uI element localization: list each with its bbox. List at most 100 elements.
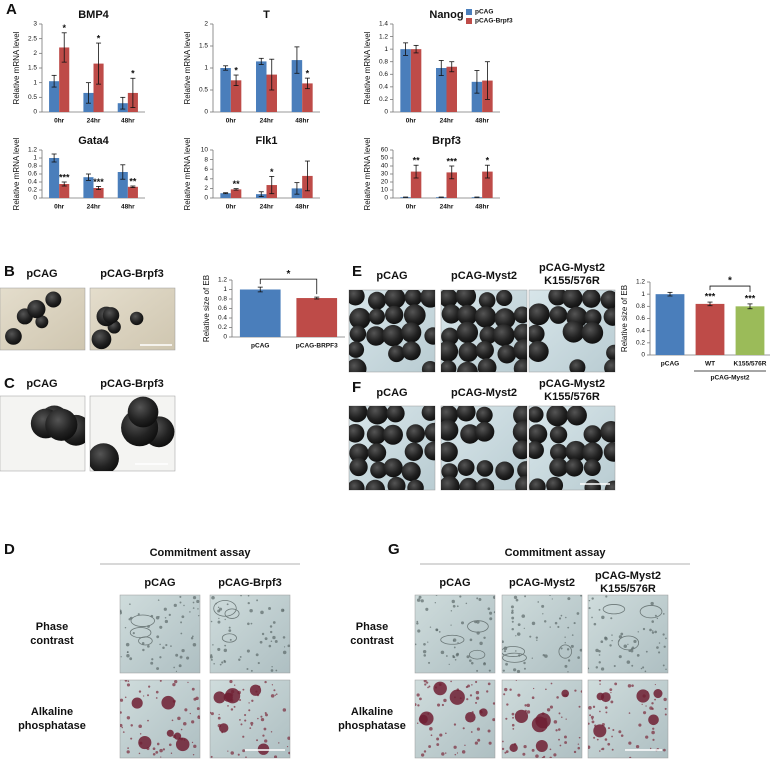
embryoid-body: [349, 406, 368, 423]
cell-speck: [275, 693, 278, 695]
cell-speck: [645, 735, 649, 739]
embryoid-body: [441, 419, 459, 441]
cell-speck: [595, 648, 599, 653]
cell-speck: [511, 627, 514, 631]
colony: [218, 723, 229, 733]
cell-speck: [460, 621, 465, 625]
cell-speck: [418, 595, 422, 599]
colony: [161, 695, 176, 710]
cell-speck: [489, 611, 493, 615]
cell-speck: [654, 683, 656, 686]
y-axis-label: Relative mRNA level: [12, 31, 21, 104]
embryoid-body: [384, 305, 404, 325]
micrograph: [119, 594, 201, 674]
cell-speck: [237, 753, 240, 756]
bar: [59, 184, 70, 198]
embryoid-body: [581, 290, 601, 308]
error-bar: [667, 291, 673, 297]
cell-speck: [502, 669, 505, 672]
colony: [596, 692, 605, 701]
bar: [127, 186, 138, 198]
cell-speck: [665, 668, 667, 671]
chart-title: Brpf3: [432, 135, 461, 147]
cell-speck: [122, 731, 125, 733]
cell-speck: [186, 656, 190, 660]
colony: [653, 689, 663, 699]
colony: [467, 620, 489, 633]
cell-speck: [428, 745, 432, 748]
image-label: pCAG-Brpf3: [100, 378, 164, 390]
cell-speck: [210, 755, 213, 758]
significance-label: **: [413, 156, 421, 166]
x-tick-label: 0hr: [226, 204, 237, 211]
cell-speck: [576, 612, 580, 615]
cell-speck: [192, 607, 195, 609]
significance-label: ***: [446, 156, 457, 166]
cell-speck: [511, 620, 514, 623]
image-label: pCAG-Myst2: [509, 577, 575, 589]
cell-speck: [172, 683, 176, 687]
cell-speck: [574, 689, 577, 692]
micrograph-background: [209, 594, 291, 674]
error-bar: [304, 160, 310, 192]
x-tick-label: 48hr: [295, 118, 309, 125]
y-tick-label: 2: [33, 50, 37, 57]
cell-speck: [598, 654, 601, 656]
cell-speck: [193, 697, 197, 701]
cell-speck: [191, 687, 195, 691]
cell-speck: [663, 697, 667, 702]
cell-speck: [179, 655, 183, 659]
embryoid-body: [546, 406, 569, 427]
micrograph: [89, 287, 176, 351]
cell-speck: [250, 721, 254, 725]
cell-speck: [561, 716, 563, 718]
legend-swatch: [466, 9, 472, 15]
cell-speck: [515, 680, 517, 681]
row-label: Phase: [36, 621, 68, 633]
cell-speck: [164, 619, 169, 624]
cell-speck: [614, 682, 618, 686]
cell-speck: [269, 630, 273, 634]
cell-speck: [239, 698, 242, 702]
cell-speck: [588, 722, 590, 725]
cell-speck: [535, 754, 539, 758]
cell-speck: [649, 747, 652, 750]
cell-speck: [454, 658, 457, 661]
cell-speck: [421, 753, 425, 757]
cell-speck: [221, 661, 224, 664]
cell-speck: [159, 680, 162, 682]
cell-speck: [556, 696, 559, 699]
section-title: Commitment assay: [505, 547, 607, 559]
colony: [535, 712, 551, 729]
x-tick-label: 0hr: [54, 118, 65, 125]
cell-speck: [469, 659, 472, 662]
cell-speck: [641, 703, 643, 705]
cell-speck: [598, 680, 602, 682]
colony: [175, 737, 190, 752]
cell-speck: [570, 644, 574, 648]
colony: [514, 709, 529, 723]
cell-speck: [191, 720, 195, 724]
cell-speck: [567, 671, 569, 673]
embryoid-body: [383, 458, 403, 478]
cell-speck: [264, 680, 267, 684]
cell-speck: [230, 751, 234, 755]
embryoid-body: [474, 306, 497, 328]
cell-speck: [148, 685, 151, 688]
micrograph-content: [91, 306, 144, 350]
colony: [257, 743, 270, 755]
cell-speck: [488, 741, 492, 745]
cell-speck: [243, 713, 247, 717]
cell-speck: [416, 620, 419, 623]
cell-speck: [138, 690, 142, 693]
embryoid-body: [386, 406, 405, 423]
error-bar: [85, 173, 91, 181]
y-tick-label: 0.5: [28, 94, 37, 101]
cell-speck: [504, 751, 507, 754]
cell-speck: [180, 621, 183, 624]
cell-speck: [120, 711, 122, 714]
significance-label: ***: [93, 177, 104, 187]
colony: [213, 600, 237, 617]
cell-speck: [423, 654, 427, 657]
